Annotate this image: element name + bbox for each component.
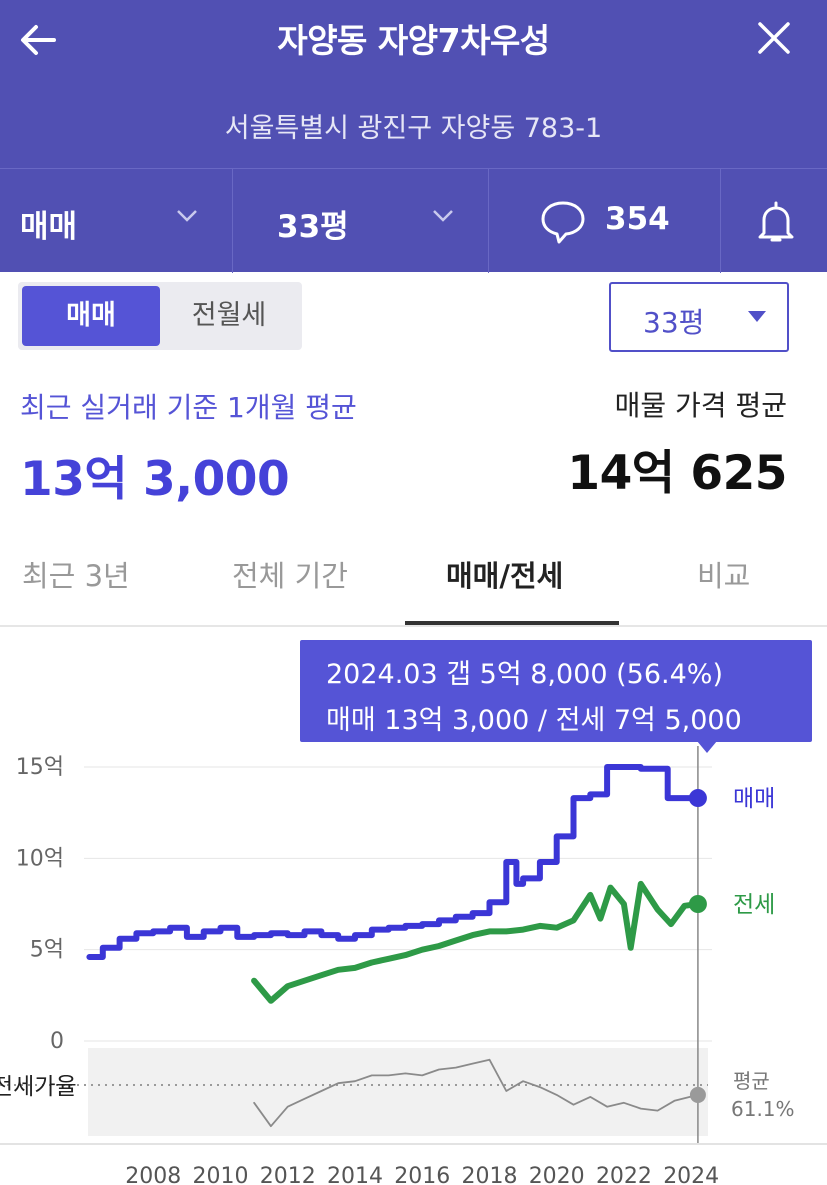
x-tick-label: 2020 — [529, 1164, 585, 1185]
ratio-average-label: 평균 — [733, 1069, 770, 1093]
size-select-value: 33평 — [643, 306, 705, 339]
jeonse-price-line — [251, 880, 701, 1004]
tab-sale-jeonse[interactable]: 매매/전세 — [446, 559, 564, 593]
active-tab-indicator — [405, 621, 619, 625]
ratio-end-marker — [689, 1086, 706, 1103]
x-tick-label: 2012 — [260, 1164, 316, 1185]
x-tick-label: 2016 — [394, 1164, 450, 1185]
caret-down-icon — [748, 311, 766, 322]
y-tick-label: 0 — [50, 1029, 64, 1054]
sale-price-line — [86, 764, 701, 960]
segment-sale[interactable]: 매매 — [22, 286, 160, 346]
x-tick-label: 2022 — [596, 1164, 652, 1185]
comments-button[interactable]: 354 — [489, 169, 721, 273]
tooltip-arrow — [697, 741, 717, 753]
trade-type-dropdown[interactable]: 매매 — [0, 169, 233, 273]
y-tick-label: 15억 — [16, 755, 64, 780]
tooltip-line-gap: 2024.03 갭 5억 8,000 (56.4%) — [326, 659, 723, 690]
speech-bubble-icon — [541, 201, 585, 244]
listing-avg-label: 매물 가격 평균 — [614, 389, 787, 422]
app-header: 자양동 자양7차우성 서울특별시 광진구 자양동 783-1 매매 33평 35… — [0, 0, 827, 273]
comment-count: 354 — [605, 201, 670, 237]
bell-icon — [758, 201, 794, 242]
x-tick-label: 2010 — [192, 1164, 248, 1185]
page-title: 자양동 자양7차우성 — [277, 21, 550, 60]
filter-bar: 매매 33평 354 — [0, 168, 827, 273]
x-tick-label: 2014 — [327, 1164, 383, 1185]
title-bar: 자양동 자양7차우성 — [0, 0, 827, 80]
chart-tooltip: 2024.03 갭 5억 8,000 (56.4%) 매매 13억 3,000 … — [300, 640, 812, 742]
trade-segmented-control: 매매 전월세 — [18, 282, 302, 350]
trade-type-label: 매매 — [20, 209, 78, 245]
close-icon[interactable] — [752, 16, 796, 60]
size-label: 33평 — [277, 209, 349, 245]
tab-recent-3y[interactable]: 최근 3년 — [22, 559, 130, 593]
alert-button[interactable] — [721, 169, 827, 273]
tooltip-line-prices: 매매 13억 3,000 / 전세 7억 5,000 — [326, 705, 742, 736]
recent-deal-label: 최근 실거래 기준 1개월 평균 — [20, 391, 357, 424]
address: 서울특별시 광진구 자양동 783-1 — [224, 113, 603, 144]
ratio-axis-label: 전세가율 — [0, 1074, 77, 1100]
x-tick-label: 2018 — [461, 1164, 517, 1185]
size-select[interactable]: 33평 — [609, 282, 789, 352]
ratio-average-value: 61.1% — [731, 1097, 795, 1121]
segment-rent[interactable]: 전월세 — [191, 300, 267, 331]
x-tick-label: 2024 — [663, 1164, 719, 1185]
listing-avg-value: 14억 625 — [567, 446, 787, 501]
y-tick-label: 5억 — [30, 938, 64, 963]
tab-compare[interactable]: 비교 — [697, 559, 751, 593]
recent-deal-value: 13억 3,000 — [20, 452, 290, 507]
jeonse-ratio-line — [253, 1058, 699, 1128]
tab-all-period[interactable]: 전체 기간 — [232, 559, 348, 593]
size-dropdown[interactable]: 33평 — [233, 169, 489, 273]
period-tabs: 최근 3년 전체 기간 매매/전세 비교 — [0, 535, 827, 627]
ratio-panel-bg — [88, 1048, 708, 1136]
x-tick-label: 2008 — [125, 1164, 181, 1185]
chevron-down-icon — [433, 210, 453, 222]
arrow-left-icon[interactable] — [16, 18, 60, 62]
y-tick-label: 10억 — [16, 846, 64, 871]
jeonse-end-marker — [688, 895, 707, 913]
jeonse-series-label: 전세 — [733, 892, 775, 918]
chevron-down-icon — [177, 210, 197, 222]
sale-series-label: 매매 — [733, 786, 775, 812]
sale-end-marker — [688, 789, 707, 808]
